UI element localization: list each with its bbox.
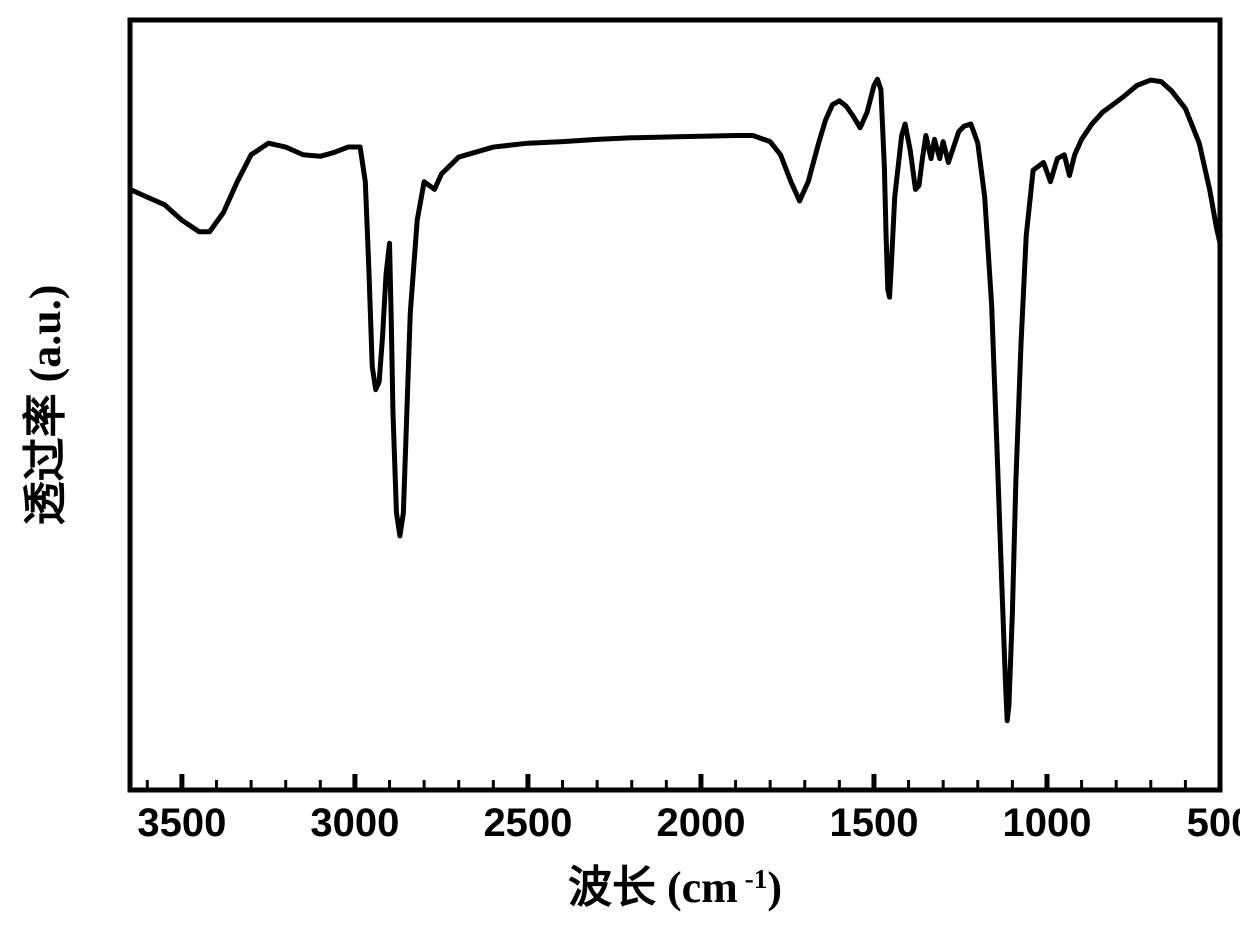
ir-spectrum-chart: 3500 3000 2500 2000 1500 1000 500 透过率 (a.u.) 波长 …: [0, 0, 1240, 939]
x-tick-label: 500: [1187, 801, 1240, 845]
x-tick-label: 1500: [829, 801, 918, 845]
x-tick-label: 2000: [656, 801, 745, 845]
x-axis-label-super: -1: [738, 864, 768, 894]
x-axis-label-suffix: ): [767, 863, 782, 912]
chart-bg: [0, 0, 1240, 939]
chart-svg: 3500 3000 2500 2000 1500 1000 500 透过率 (a.u.) 波长 …: [0, 0, 1240, 939]
x-tick-label: 1000: [1002, 801, 1091, 845]
y-axis-label: 透过率 (a.u.): [21, 285, 70, 526]
x-axis-label-main: 波长 (cm: [568, 863, 738, 912]
x-tick-label: 3000: [310, 801, 399, 845]
x-tick-label: 3500: [137, 801, 226, 845]
x-tick-label: 2500: [483, 801, 572, 845]
